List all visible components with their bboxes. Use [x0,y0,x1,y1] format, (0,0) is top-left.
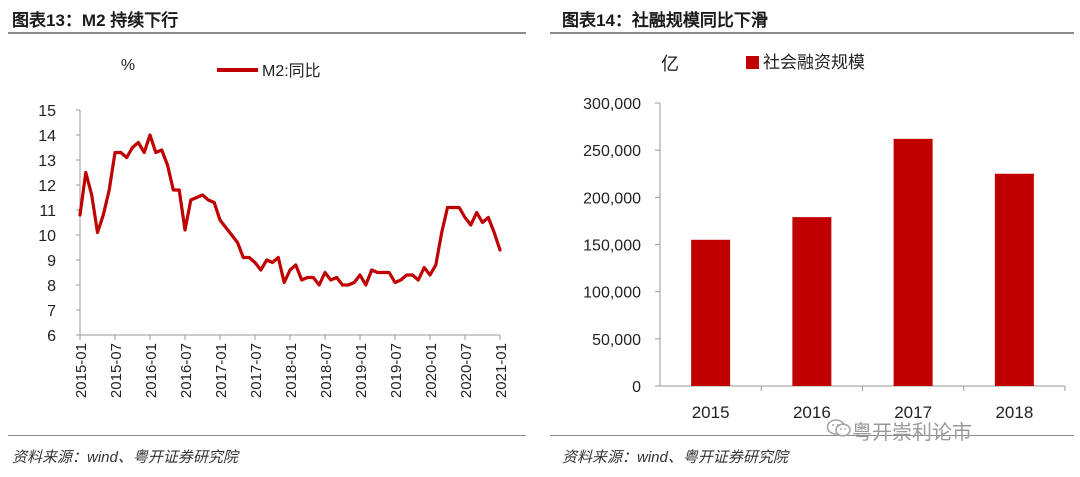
bar-2017 [893,138,933,386]
x-tick-label: 2015-07 [108,343,125,398]
left-chart-panel: 图表13：M2 持续下行 6 7 8 9 10 11 12 13 14 15 2015-01 2015… [0,0,530,477]
x-tick-label: 2018-07 [318,343,335,398]
x-tick-label: 2018-01 [283,343,300,398]
wechat-icon [826,419,851,437]
y-tick-label: 11 [39,203,56,220]
y-tick-label: 12 [38,178,56,195]
right-chart-panel: 图表14：社融规模同比下滑 0 50,000 100,000 150,000 200,0… [550,0,1080,477]
title-rule [8,32,526,34]
y-tick-label: 0 [632,379,641,396]
x-tick-label: 2019-01 [353,343,370,398]
x-tick-label: 2019-07 [388,343,405,398]
y-tick-label: 8 [47,278,56,295]
y-tick-label: 100,000 [583,285,641,302]
y-tick-label: 50,000 [592,332,641,349]
x-tick-label: 2017-07 [248,343,265,398]
bar-2018 [994,173,1034,386]
x-tick-label: 2020-01 [423,343,440,398]
y-tick-label: 250,000 [583,143,641,160]
x-tick-label: 2016 [793,403,831,422]
x-tick-label: 2015 [692,403,730,422]
y-tick-label: 9 [47,253,56,270]
y-axis-unit: % [121,57,135,74]
title-rule [550,32,1074,34]
y-tick-label: 200,000 [583,190,641,207]
legend-swatch [746,56,759,69]
source-note: 资料来源：wind、粤开证券研究院 [12,449,238,466]
y-tick-label: 14 [38,128,56,145]
y-axis-unit: 亿 [661,54,679,74]
y-tick-label: 10 [38,228,56,245]
x-tick-label: 2016-01 [143,343,160,398]
y-tick-label: 150,000 [583,238,641,255]
y-tick-label: 300,000 [583,96,641,113]
x-tick-label: 2020-07 [458,343,475,398]
bar-2015 [691,239,731,386]
x-tick-label: 2015-01 [73,343,90,398]
y-tick-label: 15 [38,103,56,120]
source-rule [550,435,1074,436]
x-tick-label: 2017 [894,403,932,422]
chart-title: 图表13：M2 持续下行 [12,11,179,30]
x-tick-label: 2021-01 [493,343,510,398]
x-tick-label: 2017-01 [213,343,230,398]
watermark-text: 粤开崇利论市 [852,422,972,444]
bar-2016 [792,217,832,386]
social-financing-bar-chart: 0 50,000 100,000 150,000 200,000 250,000 300,0… [583,53,1066,422]
legend-label: M2:同比 [262,62,321,80]
m2-line-chart: 6 7 8 9 10 11 12 13 14 15 2015-01 2015-07 2016-01 201… [38,57,510,398]
y-tick-label: 7 [47,303,56,320]
source-rule [8,435,526,436]
y-tick-label: 6 [47,328,56,345]
y-tick-label: 13 [38,153,56,170]
x-tick-label: 2016-07 [178,343,195,398]
legend-label: 社会融资规模 [763,53,865,72]
chart-title: 图表14：社融规模同比下滑 [562,11,768,30]
x-tick-label: 2018 [995,403,1033,422]
m2-series-line [78,133,502,287]
source-note: 资料来源：wind、粤开证券研究院 [562,449,788,466]
